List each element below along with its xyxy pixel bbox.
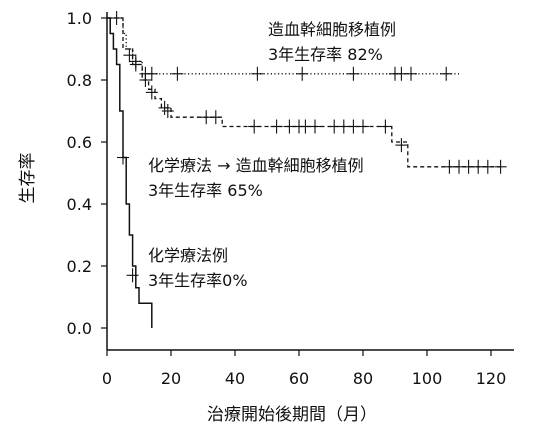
censor-mark	[405, 66, 417, 81]
censor-mark	[379, 119, 392, 134]
y-tick-label: 0.2	[67, 257, 92, 276]
tick-group: 0 20 40 60 80 100 120 0.0 0.2 0.4 0.6 0.8 1.0	[67, 9, 507, 388]
censor-mark	[161, 104, 174, 118]
censor-mark	[123, 48, 136, 63]
annotation-chemo-transplant-rate: 3年生存率 65%	[148, 181, 263, 200]
x-tick-label: 20	[161, 369, 181, 388]
censor-mark	[117, 150, 129, 165]
censor-mark	[395, 138, 408, 153]
series-line-3	[107, 17, 153, 328]
censor-mark	[494, 159, 507, 174]
y-tick-label: 0.8	[67, 71, 92, 90]
x-tick-label: 0	[102, 369, 112, 388]
censor-mark	[126, 268, 139, 283]
censor-mark	[251, 66, 264, 81]
y-axis-title: 生存率	[18, 153, 38, 204]
x-tick-label: 40	[225, 369, 245, 388]
y-tick-label: 1.0	[67, 9, 92, 28]
y-tick-label: 0.0	[67, 319, 92, 338]
censor-mark	[139, 73, 152, 87]
annotation-transplant-rate: 3年生存率 82%	[268, 45, 383, 64]
annotation-transplant-title: 造血幹細胞移植例	[268, 20, 396, 39]
censor-mark	[209, 110, 222, 125]
censor-mark	[270, 119, 283, 134]
y-tick-label: 0.6	[67, 133, 92, 152]
censor-mark	[481, 159, 494, 174]
x-axis-title: 治療開始後期間（月）	[207, 405, 377, 425]
x-tick-label: 60	[289, 369, 309, 388]
censor-mark	[357, 119, 369, 134]
censor-mark	[347, 66, 360, 81]
annotation-chemo-rate: 3年生存率0%	[148, 271, 248, 290]
censor-mark	[171, 66, 184, 81]
censor-mark	[309, 119, 321, 134]
x-tick-label: 80	[353, 369, 373, 388]
series-group	[107, 11, 507, 328]
series-line-2	[107, 17, 504, 168]
chart-axes	[106, 12, 514, 351]
censor-mark	[158, 100, 171, 115]
x-tick-label: 120	[476, 369, 507, 388]
censor-mark	[248, 119, 261, 134]
annotation-chemo-transplant-title: 化学療法 → 造血幹細胞移植例	[148, 156, 364, 175]
y-tick-label: 0.4	[67, 195, 92, 214]
annotation-chemo-title: 化学療法例	[148, 246, 228, 265]
censor-mark	[296, 66, 309, 81]
censor-mark	[440, 66, 453, 81]
x-tick-label: 100	[412, 369, 443, 388]
censor-mark	[145, 66, 158, 81]
censor-mark	[129, 57, 142, 72]
censor-mark	[145, 85, 158, 100]
